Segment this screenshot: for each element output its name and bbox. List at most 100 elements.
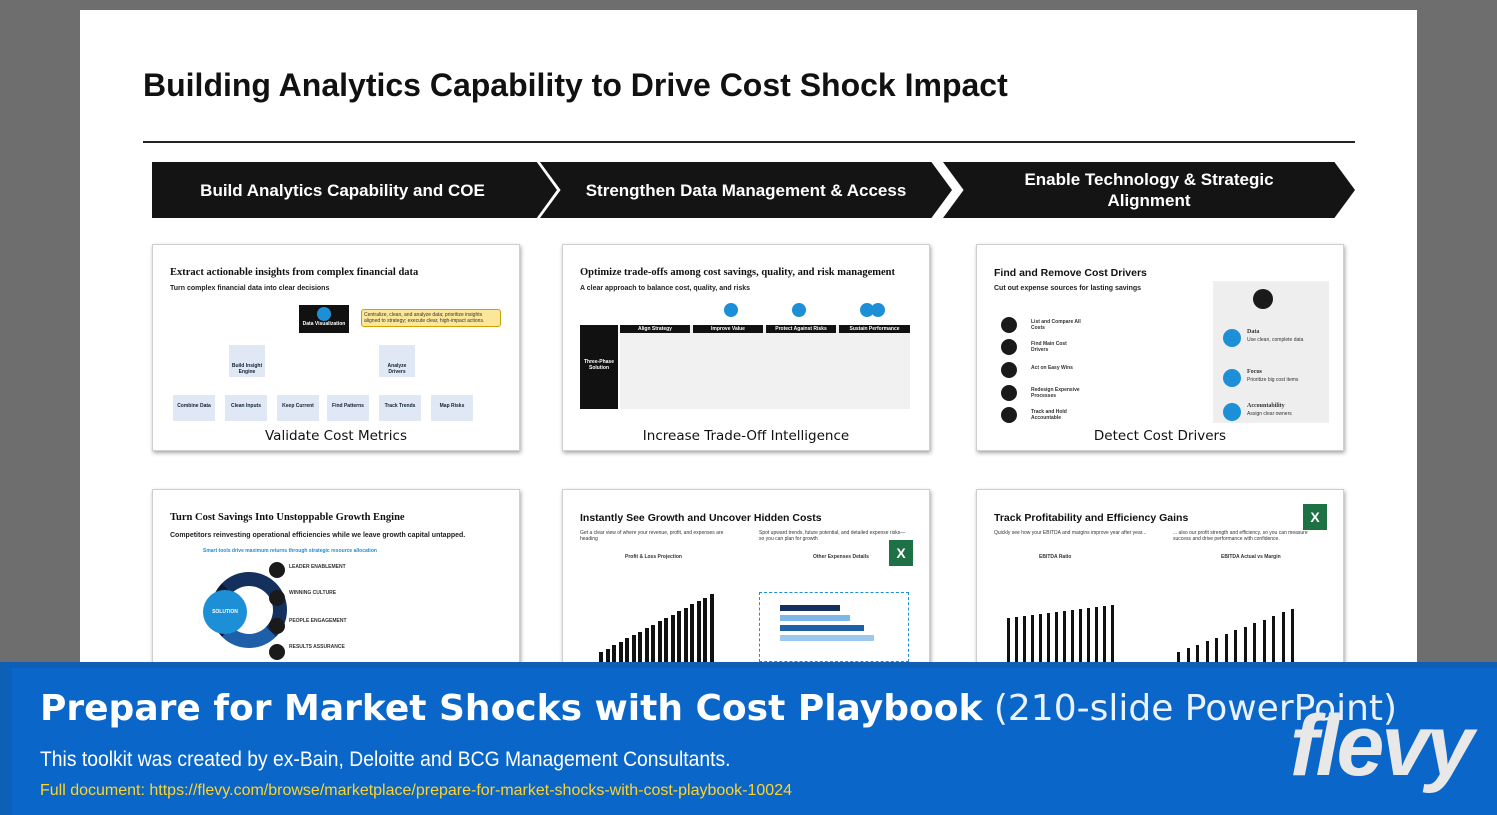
thumbnail-bar (657, 621, 662, 662)
chart-title: EBITDA Actual vs Margin (1221, 554, 1281, 560)
value-icon (792, 303, 806, 317)
bolt-icon (1001, 362, 1017, 378)
thumbnail-bar (1234, 630, 1237, 662)
thumbnail-card-detect-cost-drivers[interactable]: Find and Remove Cost Drivers Cut out exp… (976, 244, 1344, 451)
thumbnail-bar (644, 628, 649, 662)
strategy-icon (724, 303, 738, 317)
driver-row: Find Main Cost Drivers (1031, 341, 1067, 353)
thumbnail-bar (612, 645, 616, 662)
focus-icon (1223, 369, 1241, 387)
chart-icon (317, 307, 331, 321)
side-label: Three-Phase Solution (580, 325, 618, 409)
excel-icon: X (1303, 504, 1327, 530)
thumbnail-bar (690, 604, 694, 662)
thumbnail-bar (1291, 608, 1294, 662)
thumbnail-bar (1186, 648, 1190, 662)
solution-center: SOLUTION (203, 590, 247, 634)
process-icon (1001, 385, 1017, 401)
driver-row: Act on Easy Wins (1031, 365, 1073, 371)
card-caption: Validate Cost Metrics (264, 428, 407, 444)
thumbnail-bar (1243, 626, 1247, 662)
card-heading: Instantly See Growth and Uncover Hidden … (580, 512, 822, 524)
thumbnail-bar (1023, 616, 1026, 662)
search-icon (1001, 339, 1017, 355)
card-subheading: Cut out expense sources for lasting savi… (994, 285, 1142, 292)
thumbnail-bar (1215, 637, 1218, 662)
ebitda-ratio-chart (1007, 600, 1127, 662)
thumbnail-card-validate-cost-metrics[interactable]: Extract actionable insights from complex… (152, 244, 520, 451)
expense-bar (780, 625, 864, 631)
leader-icon (269, 562, 285, 578)
thumbnail-bar (683, 607, 688, 662)
sub-left: Get a clear view of where your revenue, … (580, 530, 724, 542)
leaf-box: Track Trends (379, 395, 421, 421)
growth-item: WINNING CULTURE (289, 590, 337, 596)
people-icon (269, 618, 285, 634)
banner-subtitle: This toolkit was created by ex-Bain, Del… (40, 748, 731, 771)
document-link[interactable]: Full document: https://flevy.com/browse/… (40, 782, 792, 799)
banner-panel (12, 668, 1497, 815)
thumbnail-bar (1063, 611, 1066, 662)
thumbnail-bar (1205, 641, 1209, 662)
leaf-box: Keep Current (277, 395, 319, 421)
leaf-box: Find Patterns (327, 395, 369, 421)
growth-item: PEOPLE ENGAGEMENT (289, 618, 347, 624)
thumbnail-card-growth-engine[interactable]: Turn Cost Savings Into Unstoppable Growt… (152, 489, 520, 662)
driver-row: List and Compare All Costs (1031, 319, 1081, 331)
thumbnail-bar (651, 624, 655, 662)
thumbnail-bar (1055, 612, 1058, 662)
expense-bar (780, 615, 850, 621)
column-header: Align Strategy (620, 325, 690, 333)
thumbnail-bar (631, 635, 636, 662)
performance-icon (871, 303, 885, 317)
thumbnail-bar (605, 648, 610, 662)
promo-banner (0, 662, 1497, 815)
thumbnail-bar (703, 597, 707, 662)
flevy-logo[interactable]: flevy (1290, 698, 1474, 794)
bulb-icon (1253, 289, 1273, 309)
culture-icon (269, 590, 285, 606)
thumbnail-bar (618, 641, 623, 662)
chart-title: Other Expenses Details (813, 554, 869, 560)
shield-icon (860, 303, 874, 317)
thumbnail-card-trade-off-intelligence[interactable]: Optimize trade-offs among cost savings, … (562, 244, 930, 451)
callout: Centralize, clean, and analyze data; pri… (361, 309, 501, 327)
thumbnail-bar (1095, 607, 1098, 662)
card-heading: Optimize trade-offs among cost savings, … (580, 267, 895, 278)
thumbnail-bar (1039, 614, 1042, 662)
slide: Building Analytics Capability to Drive C… (80, 10, 1417, 662)
column-header: Improve Value (693, 325, 763, 333)
principle-text: Prioritize big cost items (1247, 377, 1299, 383)
thumbnail-bar (1272, 616, 1275, 662)
results-icon (269, 644, 285, 660)
chevron-step-1: Build Analytics Capability and COE (152, 162, 557, 218)
thumbnail-card-profitability[interactable]: Track Profitability and Efficiency Gains… (976, 489, 1344, 662)
thumbnail-bar (1103, 606, 1106, 662)
track-icon (1001, 407, 1017, 423)
thumbnail-bar (1196, 644, 1199, 662)
excel-icon: X (889, 540, 913, 566)
ebitda-actual-chart (1177, 600, 1307, 662)
sub-right: ... also our profit strength and efficie… (1173, 530, 1308, 542)
driver-row: Track and Hold Accountable (1031, 409, 1067, 421)
expense-bar (780, 635, 874, 641)
thumbnail-bar (670, 614, 675, 662)
chart-title: EBITDA Ratio (1039, 554, 1072, 560)
principle-title: Accountability (1247, 403, 1285, 409)
column-header: Protect Against Risks (766, 325, 836, 333)
card-heading: Turn Cost Savings Into Unstoppable Growt… (170, 512, 405, 523)
slide-title: Building Analytics Capability to Drive C… (143, 67, 1008, 103)
expense-bar (780, 605, 840, 611)
thumbnail-bar (1007, 618, 1010, 662)
thumbnail-bar (1262, 619, 1266, 662)
leaf-box: Combine Data (173, 395, 215, 421)
growth-item: LEADER ENABLEMENT (289, 564, 346, 570)
list-icon (1001, 317, 1017, 333)
phase-table: Align Strategy Improve Value Protect Aga… (620, 325, 910, 409)
thumbnail-bar (1224, 634, 1228, 662)
pl-bar-chart (599, 590, 719, 662)
thumbnail-card-growth-hidden-costs[interactable]: Instantly See Growth and Uncover Hidden … (562, 489, 930, 662)
banner-title-bold: Prepare for Market Shocks with Cost Play… (40, 688, 983, 729)
leaf-box: Map Risks (431, 395, 473, 421)
thumbnail-bar (1087, 608, 1090, 662)
